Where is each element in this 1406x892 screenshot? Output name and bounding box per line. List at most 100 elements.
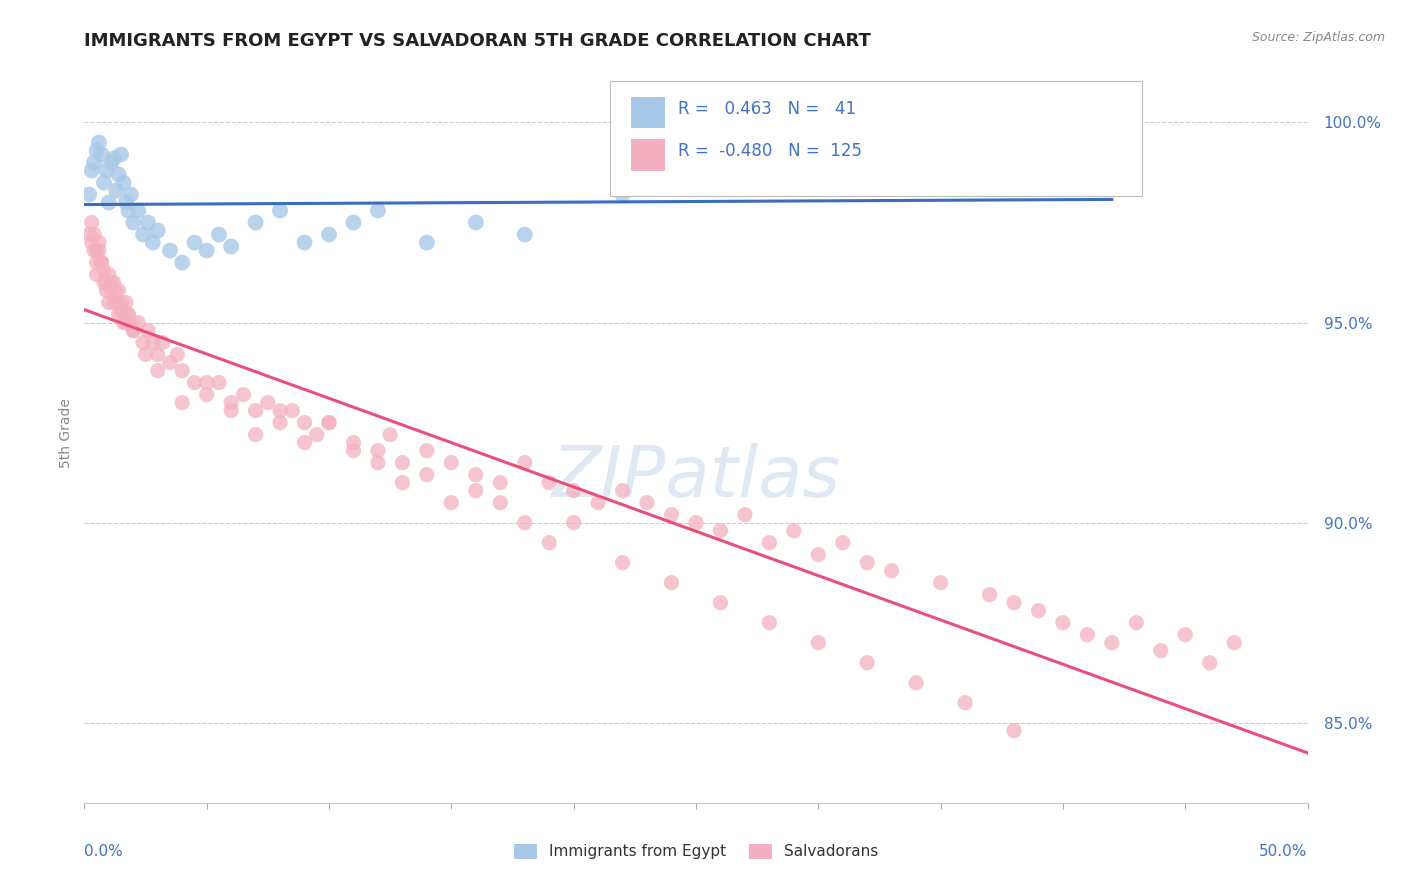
- Point: [86, 244, 108, 258]
- Point: [758, 615, 780, 630]
- Point: [257, 395, 280, 409]
- Point: [440, 456, 463, 470]
- Point: [232, 387, 254, 401]
- Point: [342, 443, 364, 458]
- Point: [219, 395, 242, 409]
- Point: [112, 303, 135, 318]
- Point: [122, 324, 145, 338]
- Point: [110, 295, 132, 310]
- Point: [90, 255, 112, 269]
- Point: [208, 376, 231, 390]
- Point: [105, 184, 128, 198]
- Point: [562, 516, 585, 530]
- Point: [318, 416, 340, 430]
- Point: [166, 348, 188, 362]
- Point: [103, 295, 125, 310]
- Point: [1052, 103, 1074, 118]
- Point: [107, 308, 129, 322]
- Point: [464, 483, 486, 498]
- Point: [96, 284, 118, 298]
- Text: IMMIGRANTS FROM EGYPT VS SALVADORAN 5TH GRADE CORRELATION CHART: IMMIGRANTS FROM EGYPT VS SALVADORAN 5TH …: [84, 32, 872, 50]
- Point: [96, 276, 118, 290]
- Point: [391, 456, 413, 470]
- Point: [96, 163, 118, 178]
- Point: [979, 588, 1001, 602]
- Point: [100, 155, 122, 169]
- Point: [709, 596, 731, 610]
- Point: [636, 496, 658, 510]
- Point: [489, 496, 512, 510]
- Point: [1150, 644, 1173, 658]
- Point: [1028, 604, 1050, 618]
- Point: [416, 467, 439, 482]
- Bar: [631, 97, 665, 128]
- Point: [146, 223, 169, 237]
- Point: [110, 147, 132, 161]
- Point: [195, 387, 218, 401]
- Point: [538, 475, 561, 490]
- Point: [612, 556, 634, 570]
- Point: [87, 235, 110, 250]
- Point: [135, 348, 157, 362]
- Point: [90, 147, 112, 161]
- Point: [562, 483, 585, 498]
- Point: [105, 295, 128, 310]
- Y-axis label: 5th Grade: 5th Grade: [59, 398, 73, 467]
- Point: [127, 203, 149, 218]
- Point: [112, 176, 135, 190]
- Point: [661, 575, 683, 590]
- Point: [1223, 636, 1246, 650]
- Point: [219, 239, 242, 253]
- Point: [172, 255, 194, 269]
- Point: [612, 187, 634, 202]
- Point: [513, 227, 536, 242]
- Point: [132, 227, 155, 242]
- Point: [142, 235, 165, 250]
- Point: [97, 295, 120, 310]
- Point: [183, 235, 205, 250]
- Point: [734, 508, 756, 522]
- Point: [709, 524, 731, 538]
- Point: [86, 144, 108, 158]
- Point: [83, 227, 105, 242]
- Point: [318, 227, 340, 242]
- Point: [115, 316, 138, 330]
- Point: [105, 284, 128, 298]
- Point: [77, 227, 100, 242]
- Point: [783, 524, 806, 538]
- Point: [1198, 656, 1220, 670]
- Point: [208, 227, 231, 242]
- Point: [127, 316, 149, 330]
- Point: [1002, 723, 1025, 738]
- Point: [416, 235, 439, 250]
- Point: [586, 496, 609, 510]
- Point: [146, 348, 169, 362]
- Point: [342, 215, 364, 229]
- Point: [86, 268, 108, 282]
- Text: 0.0%: 0.0%: [84, 844, 124, 858]
- Point: [100, 276, 122, 290]
- Point: [440, 496, 463, 510]
- Point: [77, 187, 100, 202]
- Point: [120, 316, 142, 330]
- Point: [152, 335, 174, 350]
- Point: [513, 516, 536, 530]
- Point: [245, 215, 267, 229]
- Point: [107, 284, 129, 298]
- Point: [117, 203, 139, 218]
- Point: [86, 255, 108, 269]
- Point: [97, 195, 120, 210]
- Point: [142, 335, 165, 350]
- Point: [83, 244, 105, 258]
- Point: [269, 203, 291, 218]
- Point: [120, 187, 142, 202]
- Legend: Immigrants from Egypt, Salvadorans: Immigrants from Egypt, Salvadorans: [508, 838, 884, 865]
- Point: [294, 235, 316, 250]
- Point: [245, 427, 267, 442]
- Point: [159, 355, 181, 369]
- Point: [367, 443, 389, 458]
- Point: [117, 308, 139, 322]
- Point: [1125, 615, 1147, 630]
- Point: [612, 483, 634, 498]
- Point: [380, 427, 402, 442]
